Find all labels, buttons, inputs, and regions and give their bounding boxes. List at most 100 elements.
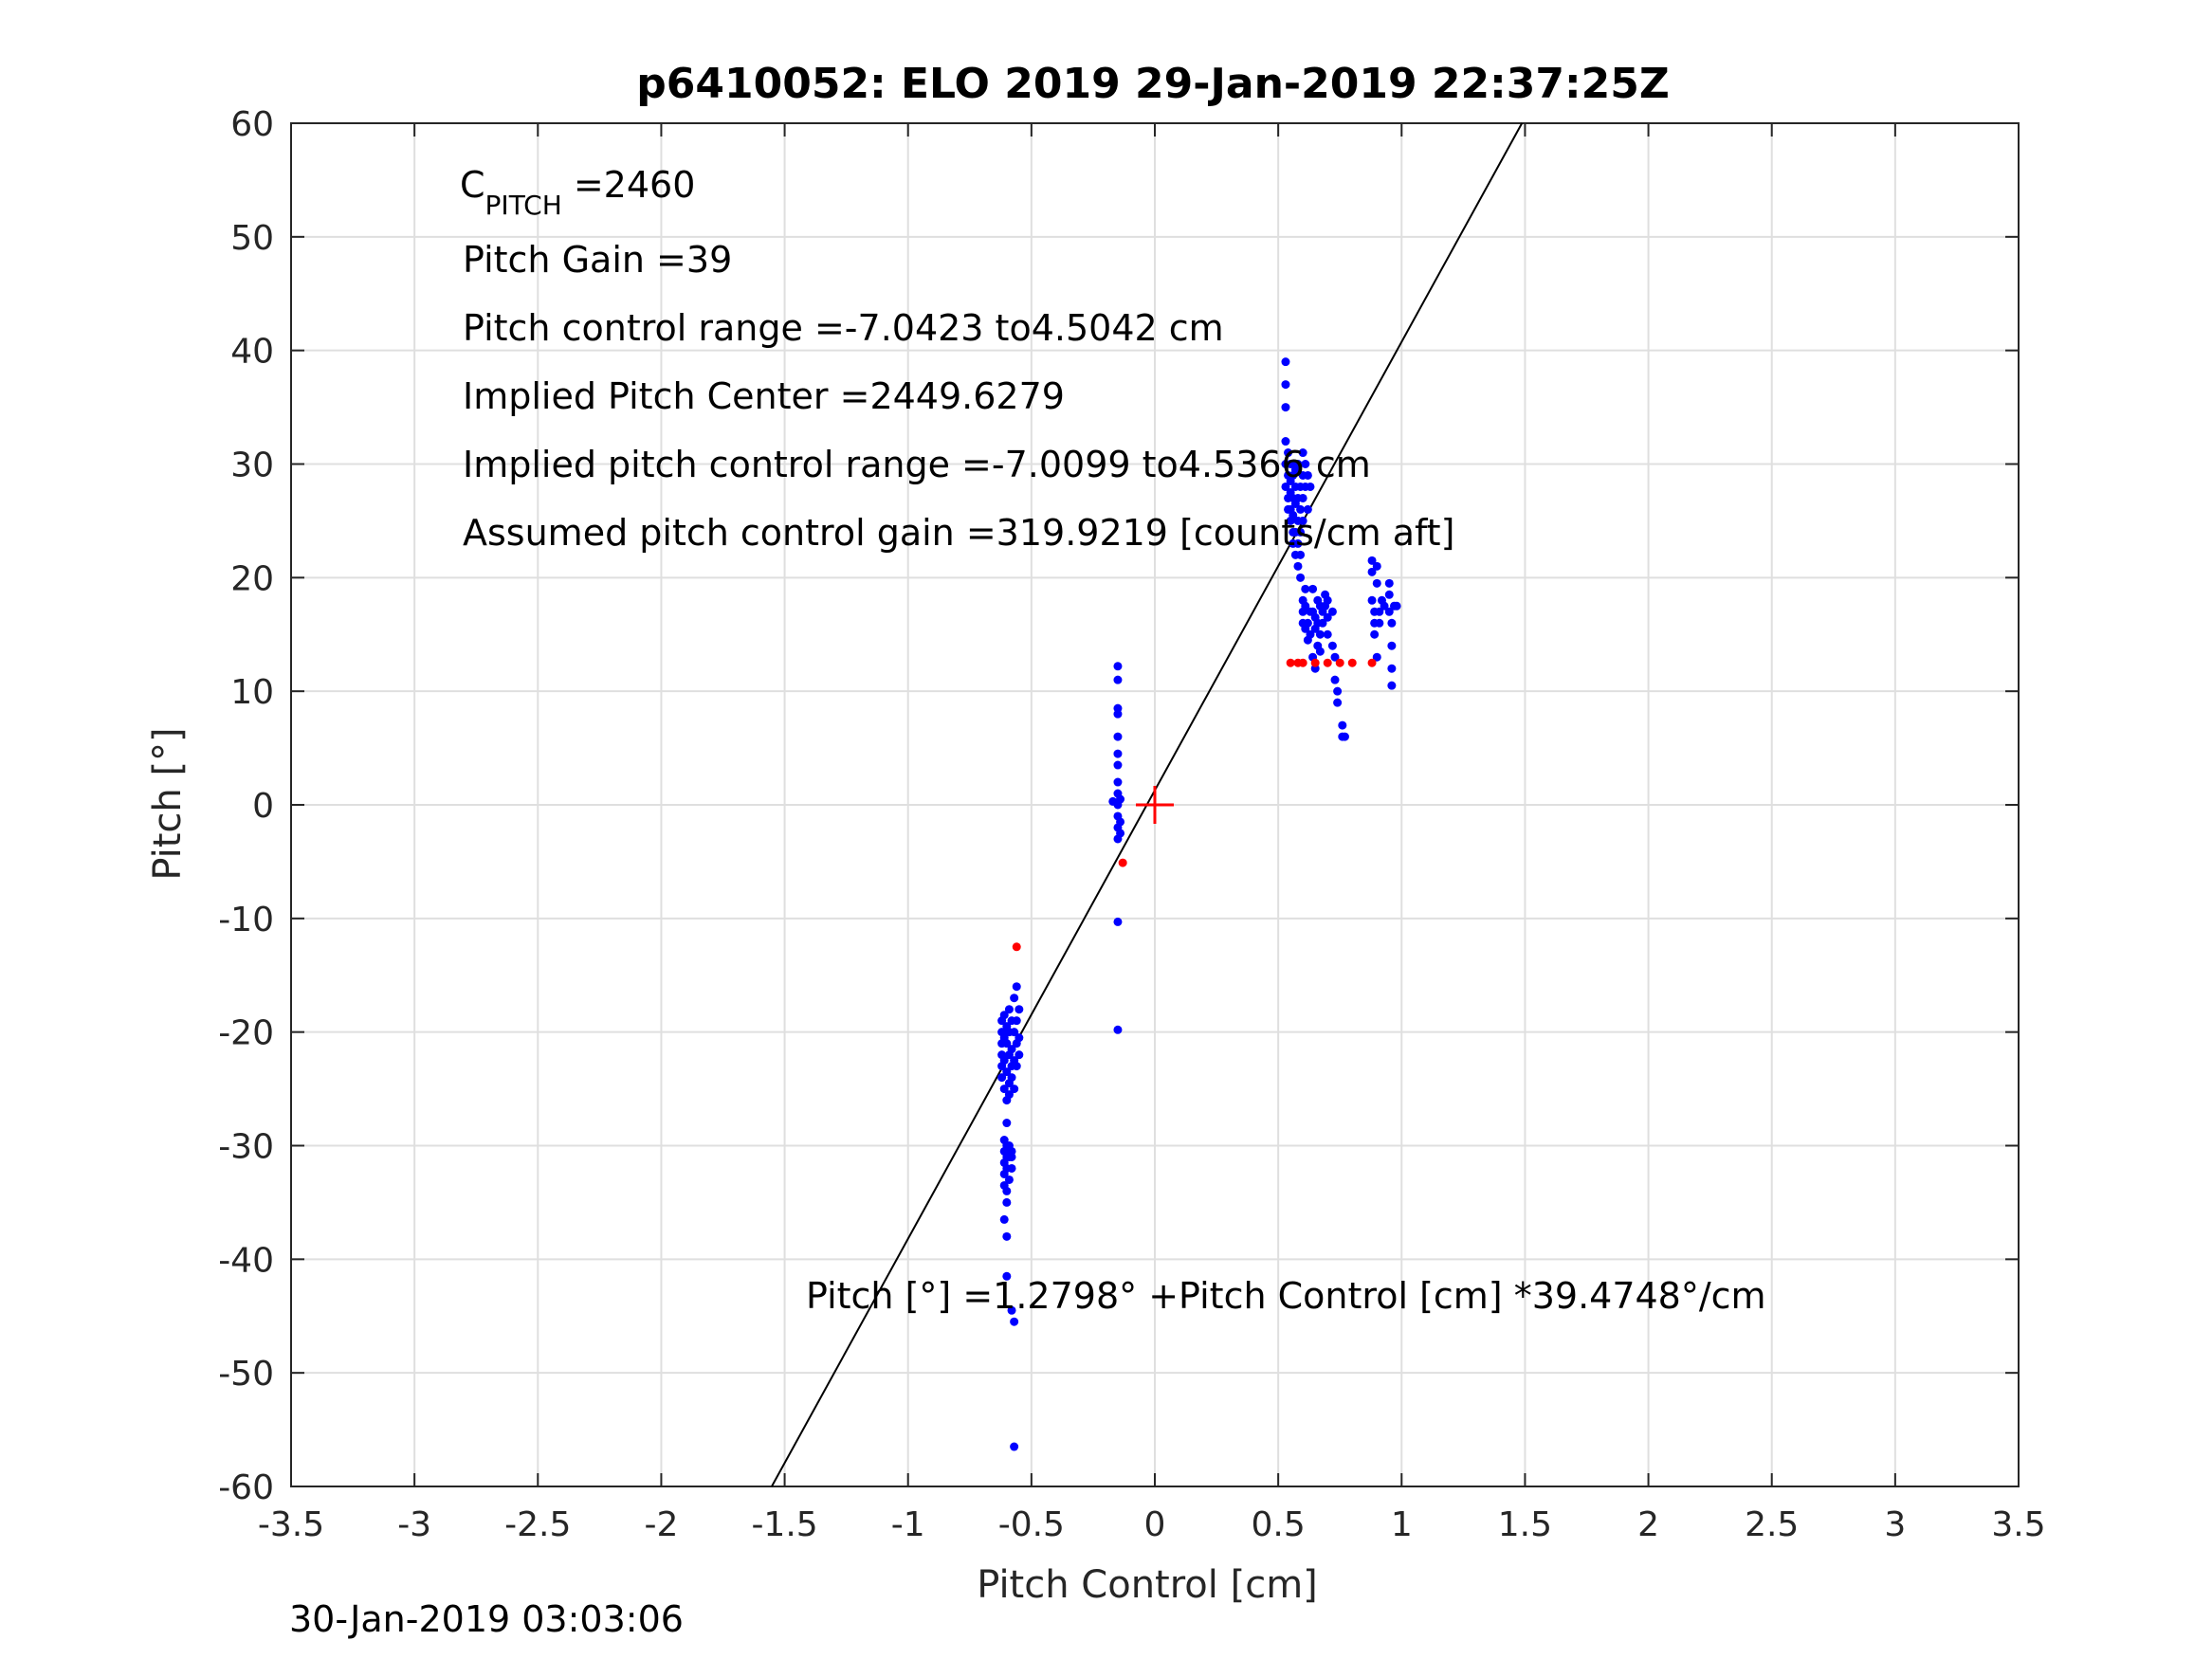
data-point-blue bbox=[1372, 652, 1381, 662]
data-point-blue bbox=[1333, 698, 1343, 707]
data-point-red bbox=[1335, 658, 1344, 667]
data-point-blue bbox=[1384, 578, 1394, 588]
data-point-blue bbox=[1116, 817, 1125, 827]
c-pitch-subscript: PITCH bbox=[485, 190, 562, 221]
data-point-blue bbox=[1303, 470, 1312, 480]
data-point-blue bbox=[1380, 601, 1389, 611]
center-marker bbox=[1136, 786, 1174, 824]
data-point-blue bbox=[999, 1011, 1009, 1020]
x-tick-label: -1.5 bbox=[751, 1505, 817, 1544]
data-point-blue bbox=[1002, 1067, 1012, 1077]
data-point-blue bbox=[1113, 662, 1123, 671]
data-point-blue bbox=[1002, 1119, 1012, 1128]
data-point-blue bbox=[1318, 618, 1327, 628]
data-point-blue bbox=[1113, 732, 1123, 741]
data-point-blue bbox=[1113, 777, 1123, 787]
data-point-blue bbox=[1327, 607, 1337, 616]
data-point-blue bbox=[1281, 482, 1290, 491]
y-tick-label: 10 bbox=[230, 673, 274, 712]
x-tick-label: -1 bbox=[891, 1505, 925, 1544]
data-point-blue bbox=[1306, 482, 1315, 491]
annotation-pitch-gain: Pitch Gain =39 bbox=[463, 239, 732, 281]
data-point-blue bbox=[1116, 829, 1125, 838]
x-tick-label: 1 bbox=[1391, 1505, 1413, 1544]
data-point-blue bbox=[1387, 618, 1397, 628]
x-tick-label: -2 bbox=[644, 1505, 678, 1544]
data-point-blue bbox=[1010, 1085, 1019, 1094]
data-point-blue bbox=[1116, 794, 1125, 804]
x-tick-label: 3.5 bbox=[1991, 1505, 2045, 1544]
data-point-blue bbox=[1384, 590, 1394, 599]
data-point-blue bbox=[1298, 448, 1307, 458]
data-point-blue bbox=[1298, 516, 1307, 525]
data-point-blue bbox=[1007, 1163, 1016, 1173]
data-point-blue bbox=[1323, 595, 1332, 605]
data-point-blue bbox=[1002, 1271, 1012, 1281]
x-tick-label: -3 bbox=[397, 1505, 431, 1544]
data-point-blue bbox=[1004, 1090, 1014, 1100]
data-points bbox=[997, 357, 1401, 1451]
data-point-blue bbox=[1303, 504, 1312, 514]
data-point-blue bbox=[1113, 760, 1123, 770]
x-tick-label: -0.5 bbox=[998, 1505, 1065, 1544]
data-point-blue bbox=[1281, 403, 1290, 412]
data-point-blue bbox=[1330, 675, 1340, 684]
data-point-blue bbox=[1015, 1005, 1024, 1014]
data-point-blue bbox=[1286, 460, 1295, 468]
data-point-blue bbox=[1002, 1039, 1012, 1048]
data-point-blue bbox=[999, 1214, 1009, 1224]
data-point-blue bbox=[1367, 567, 1377, 576]
c-pitch-value: =2460 bbox=[562, 164, 696, 206]
x-tick-label: 2 bbox=[1637, 1505, 1659, 1544]
data-point-blue bbox=[1012, 1062, 1021, 1071]
data-point-blue bbox=[1330, 652, 1340, 662]
data-point-blue bbox=[1113, 749, 1123, 758]
annotation-assumed-gain: Assumed pitch control gain =319.9219 [co… bbox=[463, 512, 1454, 554]
ticks: -3.5 -3 -2.5 -2 -1.5 -1 -0.5 0 0.5 1 1.5 2 2.5 3 3.5 -6… bbox=[218, 105, 2045, 1544]
data-point-blue bbox=[1392, 601, 1401, 611]
annotation-pitch-control-range: Pitch control range =-7.0423 to4.5042 cm bbox=[463, 307, 1224, 349]
data-point-blue bbox=[1284, 448, 1293, 458]
data-point-blue bbox=[1004, 1005, 1014, 1014]
data-point-red bbox=[1367, 658, 1377, 667]
data-point-blue bbox=[1384, 607, 1394, 616]
data-point-blue bbox=[1010, 1442, 1019, 1451]
data-point-blue bbox=[1301, 584, 1310, 593]
data-point-blue bbox=[1298, 493, 1307, 502]
chart-title: p6410052: ELO 2019 29-Jan-2019 22:37:25Z bbox=[636, 60, 1669, 108]
y-tick-label: 60 bbox=[230, 105, 274, 144]
y-axis-label: Pitch [°] bbox=[146, 727, 190, 880]
data-point-blue bbox=[1296, 550, 1306, 559]
y-tick-label: -60 bbox=[218, 1468, 274, 1507]
data-point-blue bbox=[1327, 641, 1337, 650]
y-tick-label: 40 bbox=[230, 333, 274, 372]
footer-timestamp: 30-Jan-2019 03:03:06 bbox=[289, 1598, 684, 1640]
data-point-blue bbox=[1308, 584, 1318, 593]
data-point-blue bbox=[1007, 1305, 1016, 1315]
data-point-blue bbox=[1015, 1033, 1024, 1043]
data-point-blue bbox=[1333, 686, 1343, 696]
data-point-red bbox=[1298, 658, 1307, 667]
data-point-blue bbox=[1289, 510, 1298, 520]
y-tick-label: -20 bbox=[218, 1014, 274, 1053]
data-point-blue bbox=[1306, 629, 1315, 639]
data-point-blue bbox=[1372, 578, 1381, 588]
data-point-blue bbox=[1387, 664, 1397, 673]
data-point-red bbox=[1323, 658, 1332, 667]
data-point-blue bbox=[1015, 1050, 1024, 1060]
data-point-blue bbox=[1367, 595, 1377, 605]
data-point-blue bbox=[999, 1056, 1009, 1066]
y-tick-label: 0 bbox=[252, 787, 274, 826]
data-point-blue bbox=[1010, 1028, 1019, 1037]
annotation-c-pitch: CPITCH =2460 bbox=[460, 164, 695, 221]
data-point-blue bbox=[1338, 720, 1347, 730]
data-point-blue bbox=[1002, 1186, 1012, 1195]
data-point-blue bbox=[1007, 1152, 1016, 1161]
data-point-red bbox=[1310, 658, 1320, 667]
x-tick-label: -2.5 bbox=[504, 1505, 571, 1544]
annotation-implied-pitch-control-range: Implied pitch control range =-7.0099 to4… bbox=[463, 444, 1371, 485]
y-tick-label: -50 bbox=[218, 1355, 274, 1394]
x-tick-label: 2.5 bbox=[1745, 1505, 1799, 1544]
data-point-red bbox=[1347, 658, 1357, 667]
annotation-fit-equation: Pitch [°] =1.2798° +Pitch Control [cm] *… bbox=[806, 1275, 1766, 1317]
